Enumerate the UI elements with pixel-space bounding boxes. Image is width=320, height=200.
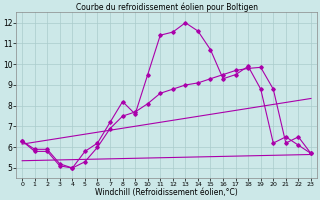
Title: Courbe du refroidissement éolien pour Boltigen: Courbe du refroidissement éolien pour Bo… (76, 3, 258, 12)
X-axis label: Windchill (Refroidissement éolien,°C): Windchill (Refroidissement éolien,°C) (95, 188, 238, 197)
